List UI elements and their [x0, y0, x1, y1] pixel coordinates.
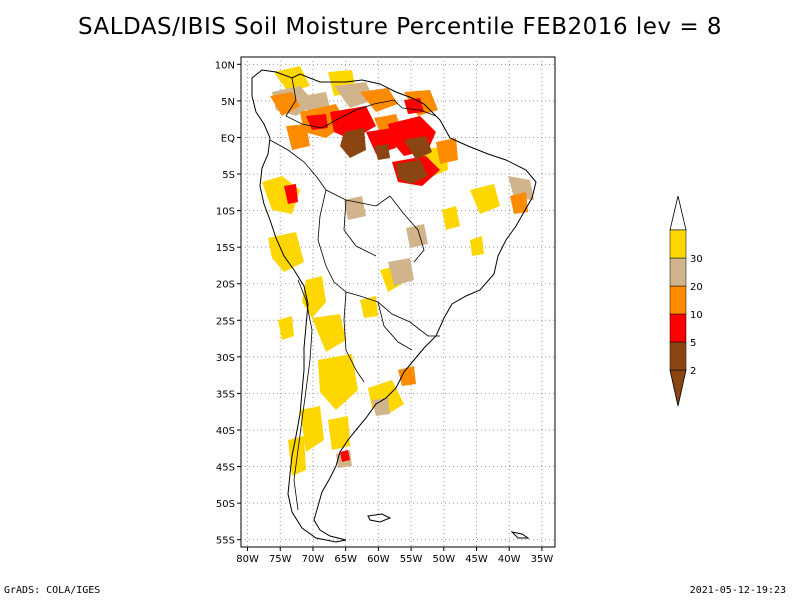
longitude-labels: 80W 75W 70W 65W 60W 55W 50W 45W 40W 35W [236, 547, 553, 565]
colorbar-swatch [669, 285, 687, 315]
longitude-tick-label: 65W [334, 554, 357, 565]
coastlines [251, 69, 537, 543]
colorbar-legend: 2 5 10 20 30 [669, 195, 703, 407]
colorbar-label: 5 [690, 338, 696, 349]
latitude-tick-label: 15S [216, 243, 235, 254]
latitude-tick-label: 5S [222, 170, 235, 181]
colorbar-label: 30 [690, 254, 703, 265]
latitude-tick-label: 10S [216, 207, 235, 218]
longitude-tick-label: 35W [531, 554, 554, 565]
colorbar-label: 2 [690, 366, 696, 377]
longitude-tick-label: 80W [236, 554, 259, 565]
longitude-tick-label: 40W [498, 554, 521, 565]
country-borders [269, 77, 440, 511]
longitude-tick-label: 75W [269, 554, 292, 565]
chart-title: SALDAS/IBIS Soil Moisture Percentile FEB… [77, 14, 723, 40]
latitude-tick-label: 50S [216, 499, 235, 510]
longitude-tick-label: 50W [432, 554, 455, 565]
latitude-tick-label: 40S [216, 426, 235, 437]
latitude-tick-label: 5N [221, 97, 235, 108]
colorbar-swatch [669, 313, 687, 343]
footer-credit: GrADS: COLA/IGES [4, 585, 101, 596]
latitude-tick-label: 30S [216, 353, 235, 364]
latitude-tick-label: 55S [216, 536, 235, 547]
colorbar-swatch [669, 257, 687, 287]
latitude-tick-label: 20S [216, 280, 235, 291]
latitude-tick-label: 10N [215, 60, 235, 71]
longitude-tick-label: 70W [302, 554, 325, 565]
latitude-tick-label: 35S [216, 389, 235, 400]
latitude-tick-label: EQ [221, 133, 235, 144]
colorbar-bottom-arrow [669, 369, 687, 407]
footer-timestamp: 2021-05-12-19:23 [689, 585, 786, 596]
colorbar-top-arrow [669, 195, 687, 231]
colorbar-swatch [669, 229, 687, 259]
longitude-tick-label: 45W [465, 554, 488, 565]
latitude-tick-label: 45S [216, 463, 235, 474]
latitude-tick-label: 25S [216, 316, 235, 327]
soil-moisture-shading [262, 66, 534, 476]
latitude-labels: 10N 5N EQ 5S 10S 15S 20S 25S 30S 35S 40S 45S 50S 55S [215, 60, 241, 547]
colorbar-label: 20 [690, 282, 703, 293]
colorbar-swatch [669, 341, 687, 371]
colorbar-label: 10 [690, 310, 703, 321]
longitude-tick-label: 60W [367, 554, 390, 565]
longitude-tick-label: 55W [400, 554, 423, 565]
